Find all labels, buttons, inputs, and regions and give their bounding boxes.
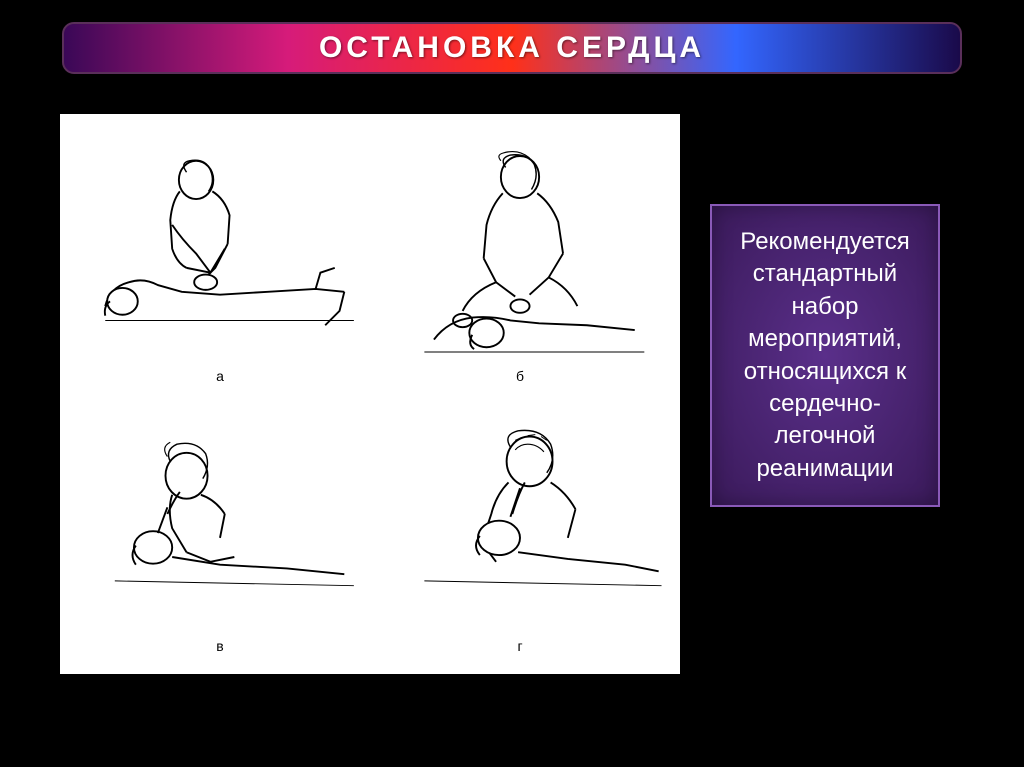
head-tilt-icon <box>370 134 670 364</box>
rescue-breathing-icon <box>370 404 670 634</box>
illustration-c: в <box>70 394 370 664</box>
content-row: а <box>60 114 964 674</box>
illustration-panel: а <box>60 114 680 674</box>
title-bar: ОСТАНОВКА СЕРДЦА <box>62 22 962 74</box>
illustration-label-c: в <box>216 638 223 654</box>
illustration-label-d: г <box>517 638 522 654</box>
mouth-to-mouth-icon <box>70 404 370 634</box>
slide-container: ОСТАНОВКА СЕРДЦА <box>0 0 1024 767</box>
illustration-b: б <box>370 124 670 394</box>
slide-title: ОСТАНОВКА СЕРДЦА <box>319 31 705 65</box>
illustration-d: г <box>370 394 670 664</box>
info-text-box: Рекомендуется стандартный набор мероприя… <box>710 204 940 507</box>
cpr-compressions-icon <box>70 134 370 364</box>
illustration-label-a: а <box>216 368 224 384</box>
illustration-label-b: б <box>516 368 524 384</box>
illustration-a: а <box>70 124 370 394</box>
info-text: Рекомендуется стандартный набор мероприя… <box>740 228 910 482</box>
